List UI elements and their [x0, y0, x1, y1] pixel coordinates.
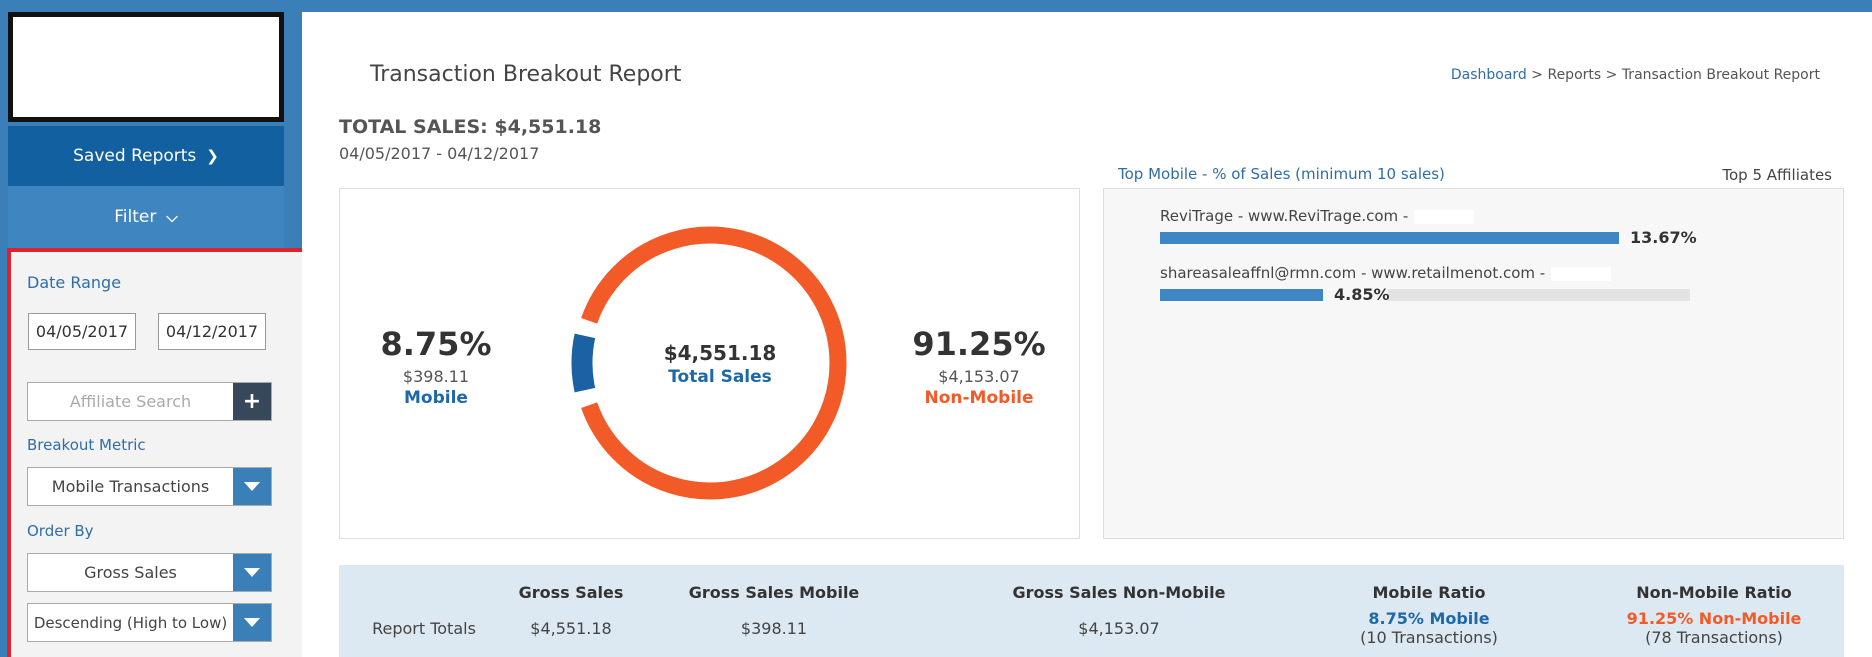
donut-center-label: $4,551.18 Total Sales [600, 341, 840, 387]
mobile-transactions: (10 Transactions) [1360, 628, 1498, 647]
affiliate-name: ReviTrage - www.ReviTrage.com - [1160, 207, 1475, 225]
affiliate-bar [1160, 232, 1619, 244]
date-range-label: Date Range [27, 273, 122, 292]
plus-icon: + [242, 389, 262, 414]
breadcrumb: Dashboard > Reports > Transaction Breako… [1451, 67, 1820, 83]
donut-slice-mobile [571, 333, 596, 393]
dropdown-caret-icon [233, 468, 271, 505]
total-gross-sales: $4,551.18 [530, 619, 612, 638]
redacted-text [1414, 209, 1475, 224]
logo-placeholder [8, 12, 284, 122]
saved-reports-label: Saved Reports [73, 146, 197, 166]
affiliate-search: + [27, 382, 272, 421]
dropdown-caret-icon [233, 554, 271, 591]
nonmobile-ratio-cell: 91.25% Non-Mobile (78 Transactions) [1599, 609, 1829, 647]
column-header: Gross Sales Non-Mobile [1012, 583, 1226, 602]
affiliate-bar [1160, 289, 1323, 301]
column-header: Gross Sales Mobile [688, 583, 860, 602]
breadcrumb-separator: > [1526, 67, 1548, 83]
column-header: Mobile Ratio [1372, 583, 1486, 602]
column-header: Non-Mobile Ratio [1636, 583, 1792, 602]
breakout-metric-value: Mobile Transactions [51, 477, 210, 496]
filter-toggle[interactable]: Filter ⌵ [8, 186, 284, 248]
nonmobile-transactions: (78 Transactions) [1645, 628, 1783, 647]
order-direction-value: Descending (High to Low) [33, 613, 228, 632]
mobile-label: Mobile [404, 388, 468, 408]
top-mobile-title: Top Mobile - % of Sales (minimum 10 sale… [1118, 165, 1445, 183]
row-label: Report Totals [372, 619, 476, 638]
redacted-text [1551, 266, 1612, 281]
order-by-value: Gross Sales [84, 563, 177, 582]
nonmobile-amount: $4,153.07 [938, 367, 1020, 386]
affiliate-bar-track [1388, 289, 1690, 301]
main-content: Transaction Breakout Report Dashboard > … [302, 12, 1872, 657]
affiliate-name: shareasaleaffnl@rmn.com - www.retailmeno… [1160, 264, 1612, 282]
total-gross-sales-nonmobile: $4,153.07 [1078, 619, 1160, 638]
donut-slice-nonmobile [581, 226, 847, 500]
breadcrumb-dashboard-link[interactable]: Dashboard [1450, 67, 1527, 83]
chevron-down-icon: ⌵ [166, 208, 178, 226]
report-totals-table: Gross Sales Gross Sales Mobile Gross Sal… [339, 565, 1844, 657]
order-direction-select[interactable]: Descending (High to Low) [27, 603, 272, 642]
breadcrumb-reports: Reports [1547, 67, 1602, 83]
page-title: Transaction Breakout Report [370, 62, 682, 87]
breakout-metric-label: Breakout Metric [27, 436, 146, 454]
end-date-input[interactable] [158, 313, 266, 350]
order-by-label: Order By [27, 522, 94, 540]
nonmobile-ratio: 91.25% Non-Mobile [1626, 609, 1802, 628]
breakout-metric-select[interactable]: Mobile Transactions [27, 467, 272, 506]
mobile-ratio: 8.75% Mobile [1368, 609, 1490, 628]
chevron-right-icon: ❯ [206, 147, 219, 165]
total-gross-sales-mobile: $398.11 [740, 619, 808, 638]
nonmobile-stat: 91.25% $4,153.07 Non-Mobile [889, 325, 1069, 408]
report-date-range: 04/05/2017 - 04/12/2017 [339, 144, 540, 163]
nonmobile-percent: 91.25% [912, 325, 1046, 363]
donut-total-amount: $4,551.18 [663, 341, 777, 365]
mobile-stat: 8.75% $398.11 Mobile [346, 325, 526, 408]
sales-donut-chart [571, 226, 847, 500]
filter-label: Filter [114, 207, 157, 227]
column-header: Gross Sales [518, 583, 624, 602]
dropdown-caret-icon [233, 604, 271, 641]
affiliate-percent: 4.85% [1334, 285, 1390, 304]
add-affiliate-button[interactable]: + [233, 383, 271, 420]
top-affiliates-label: Top 5 Affiliates [1722, 166, 1832, 184]
mobile-ratio-cell: 8.75% Mobile (10 Transactions) [1329, 609, 1529, 647]
affiliate-percent: 13.67% [1630, 228, 1697, 247]
saved-reports-button[interactable]: Saved Reports ❯ [8, 126, 284, 186]
affiliate-search-input[interactable] [28, 383, 233, 420]
donut-total-label: Total Sales [668, 367, 772, 387]
filter-panel: Date Range + Breakout Metric Mobile Tran… [7, 248, 306, 657]
sales-breakdown-card: 8.75% $398.11 Mobile $4,551.18 Total Sal… [339, 188, 1080, 539]
top-affiliates-card: ReviTrage - www.ReviTrage.com - 13.67% sha… [1103, 188, 1844, 539]
mobile-percent: 8.75% [380, 325, 492, 363]
order-by-select[interactable]: Gross Sales [27, 553, 272, 592]
breadcrumb-current: Transaction Breakout Report [1621, 67, 1820, 83]
start-date-input[interactable] [28, 313, 136, 350]
breadcrumb-separator: > [1601, 67, 1622, 83]
total-sales-heading: TOTAL SALES: $4,551.18 [339, 116, 602, 138]
mobile-amount: $398.11 [402, 367, 470, 386]
nonmobile-label: Non-Mobile [924, 388, 1034, 408]
